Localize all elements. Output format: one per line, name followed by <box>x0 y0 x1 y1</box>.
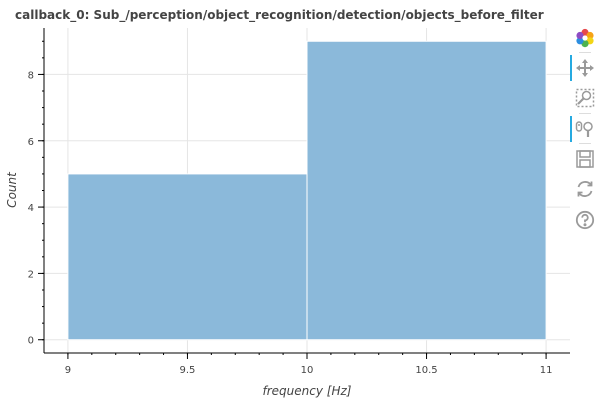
chart-toolbar <box>570 24 600 244</box>
reset-tool[interactable] <box>570 176 600 202</box>
save-tool[interactable] <box>570 146 600 172</box>
chart-title: callback_0: Sub_/perception/object_recog… <box>15 8 544 22</box>
axes: 9 9.5 10 10.5 11 0 2 4 6 8 <box>28 28 570 376</box>
y-axis-label: Count <box>5 171 19 208</box>
reset-icon <box>575 179 595 199</box>
histogram-bar-1[interactable] <box>306 40 547 341</box>
y-tick-label: 4 <box>28 203 34 214</box>
help-tool[interactable] <box>570 207 600 233</box>
y-tick-label: 0 <box>28 336 34 347</box>
box-zoom-tool[interactable] <box>570 85 600 111</box>
bars <box>67 40 547 341</box>
pan-move-icon <box>575 58 595 78</box>
bokeh-logo-tool[interactable] <box>570 25 600 51</box>
help-icon <box>575 210 595 230</box>
y-tick-label: 2 <box>28 269 34 280</box>
toolbar-separator <box>579 113 591 114</box>
x-axis-label: frequency [Hz] <box>263 384 352 398</box>
bokeh-logo-icon <box>575 28 595 48</box>
box-zoom-icon <box>575 88 595 108</box>
toolbar-separator <box>579 143 591 144</box>
pan-move-tool[interactable] <box>570 55 600 81</box>
wheel-zoom-icon <box>575 119 595 139</box>
save-icon <box>575 149 595 169</box>
x-tick-label: 10.5 <box>415 365 437 376</box>
toolbar-separator <box>579 52 591 53</box>
wheel-zoom-tool[interactable] <box>570 116 600 142</box>
y-tick-label: 8 <box>28 70 34 81</box>
x-tick-label: 9 <box>65 365 71 376</box>
x-tick-label: 10 <box>301 365 314 376</box>
x-tick-label: 9.5 <box>180 365 196 376</box>
x-tick-label: 11 <box>540 365 553 376</box>
histogram-bar-0[interactable] <box>67 173 308 341</box>
histogram-chart[interactable]: 9 9.5 10 10.5 11 0 2 4 6 8 frequency [Hz] Count <box>0 0 570 400</box>
y-tick-label: 6 <box>28 137 34 148</box>
